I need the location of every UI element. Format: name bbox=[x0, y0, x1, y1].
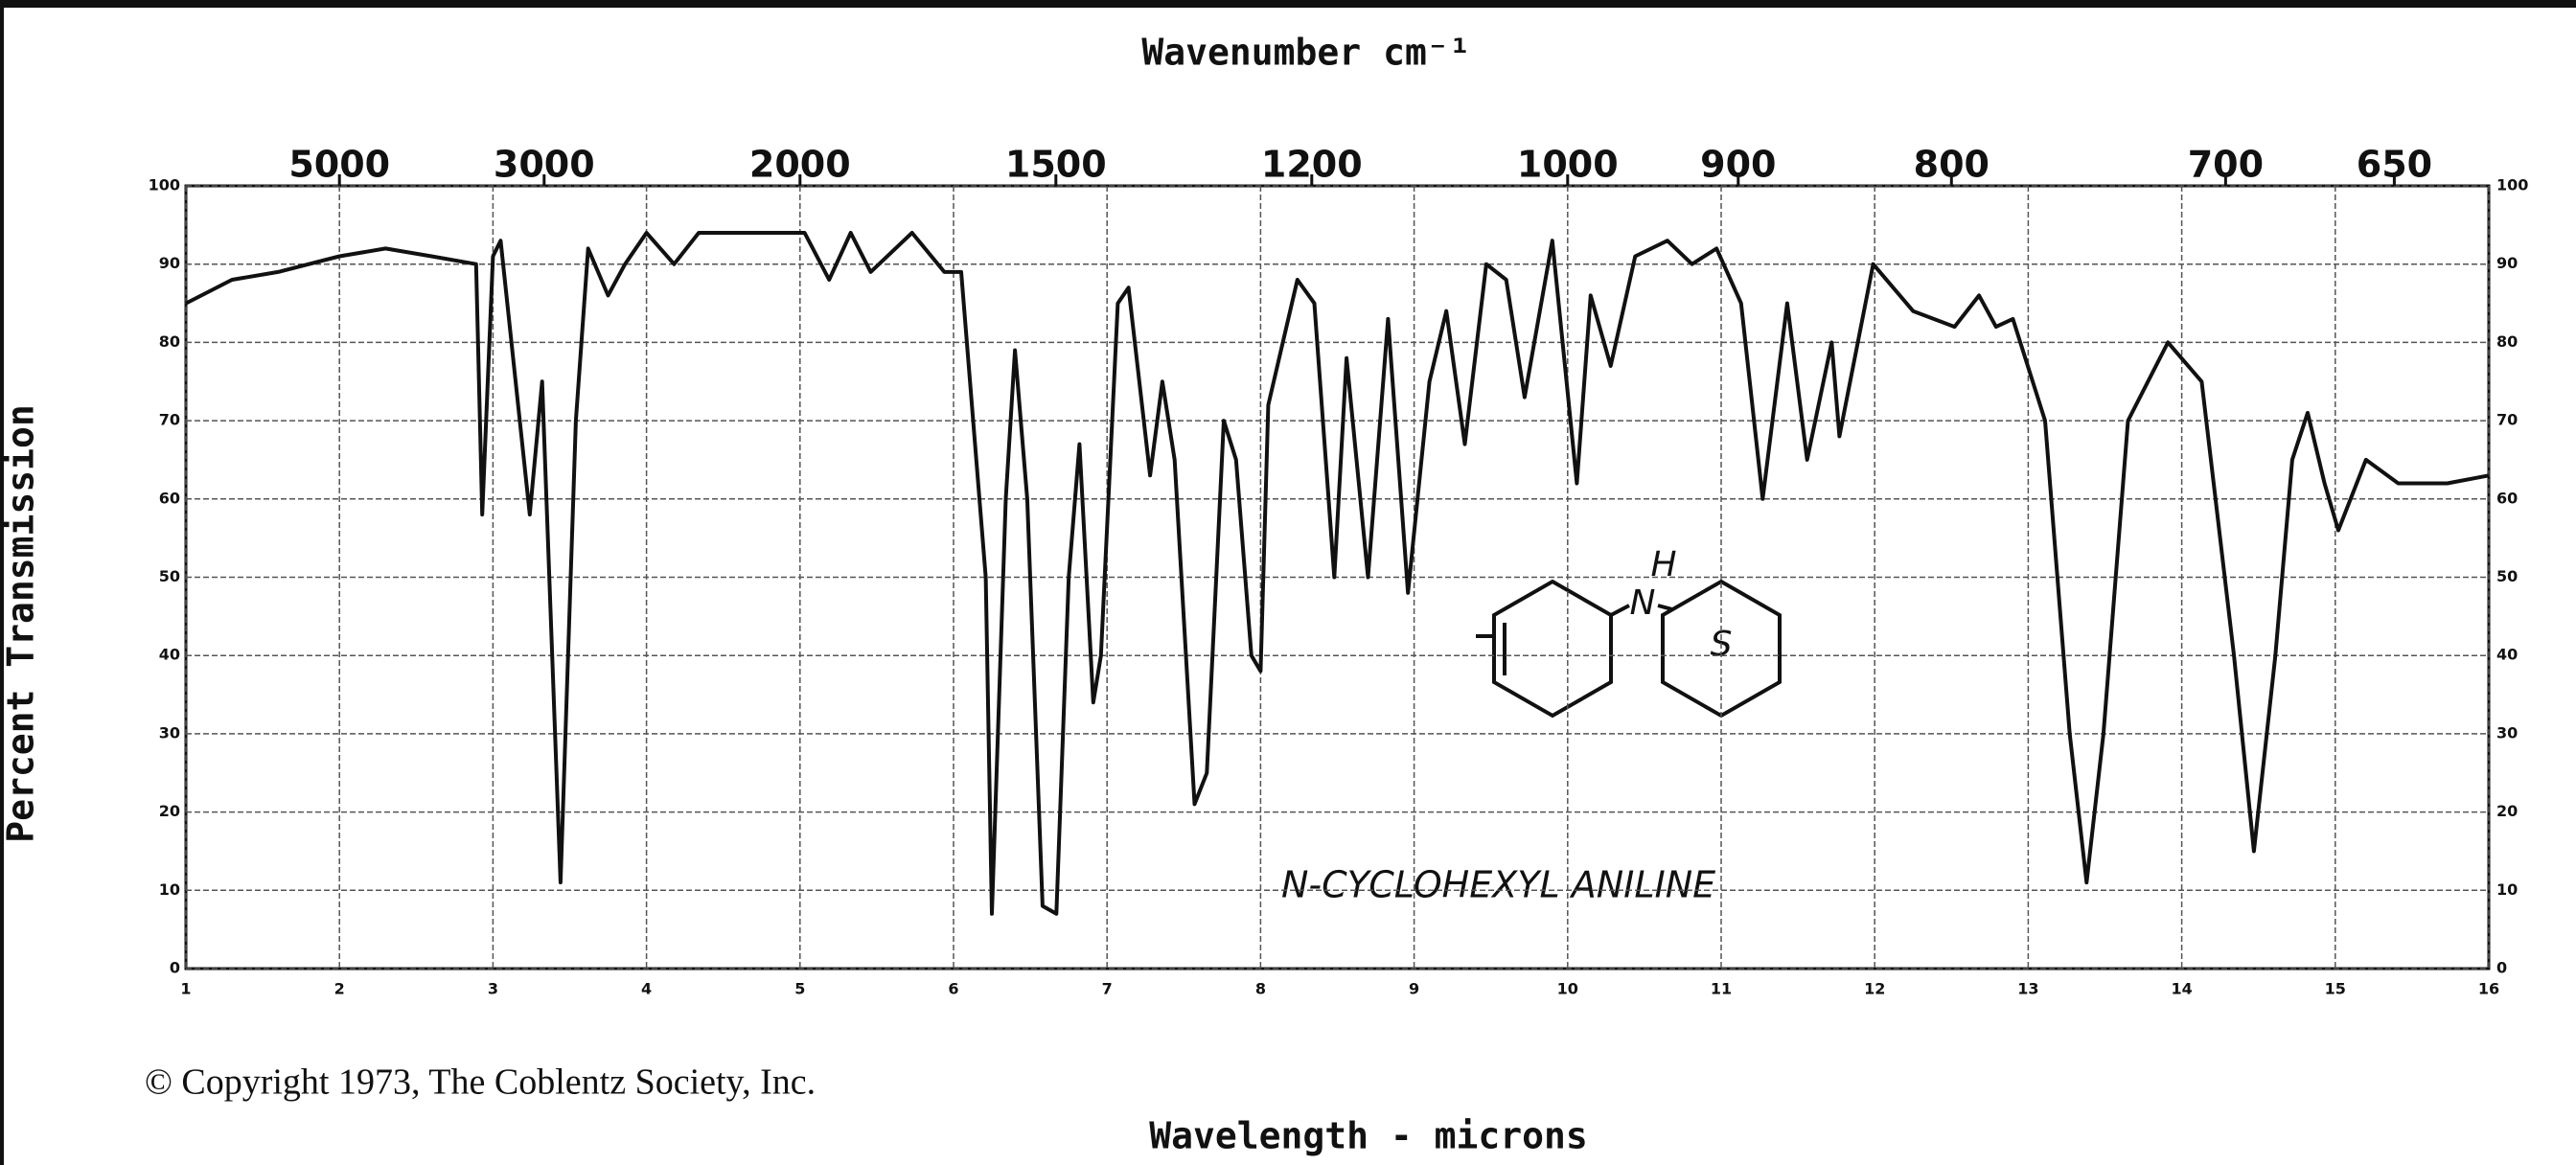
x-tick-label: 11 bbox=[1711, 980, 1732, 998]
y-tick-label: 20 bbox=[2496, 802, 2518, 820]
copyright: © Copyright 1973, The Coblentz Society, … bbox=[145, 1062, 816, 1103]
y-tick-label: 0 bbox=[170, 959, 180, 977]
top-tick-label: 1500 bbox=[1005, 144, 1107, 186]
y-tick-label: 80 bbox=[2496, 332, 2518, 351]
structure-label: N bbox=[1630, 583, 1656, 623]
bond bbox=[1657, 604, 1673, 611]
top-tick-label: 1200 bbox=[1261, 144, 1363, 186]
y-tick-label: 30 bbox=[159, 723, 180, 742]
x-axis-label: Wavelength - microns bbox=[1149, 1115, 1588, 1157]
top-tick-label: 3000 bbox=[494, 144, 595, 186]
y-tick-label: 100 bbox=[2496, 176, 2528, 194]
x-tick-label: 10 bbox=[1557, 980, 1578, 998]
y-tick-label: 40 bbox=[159, 646, 180, 664]
x-tick-label: 13 bbox=[2017, 980, 2038, 998]
x-tick-label: 4 bbox=[641, 980, 652, 998]
benzene-ring bbox=[1492, 579, 1613, 719]
y-tick-label: 100 bbox=[149, 176, 180, 194]
top-tick-label: 700 bbox=[2188, 144, 2264, 186]
y-axis-label: Percent Transmission bbox=[0, 404, 42, 843]
y-tick-label: 70 bbox=[2496, 411, 2518, 429]
x-tick-label: 12 bbox=[1864, 980, 1885, 998]
x-tick-label: 3 bbox=[488, 980, 498, 998]
y-tick-label: 10 bbox=[159, 880, 180, 899]
top-tick-label: 650 bbox=[2357, 144, 2432, 186]
x-tick-label: 6 bbox=[948, 980, 958, 998]
y-tick-label: 90 bbox=[159, 254, 180, 272]
top-bar bbox=[0, 0, 2576, 8]
structure bbox=[1476, 579, 1782, 719]
x-tick-label: 16 bbox=[2478, 980, 2499, 998]
compound-name: N-CYCLOHEXYL ANILINE bbox=[1281, 864, 1715, 906]
y-tick-label: 0 bbox=[2496, 959, 2507, 977]
x-tick-label: 1 bbox=[180, 980, 191, 998]
structure-label: H bbox=[1650, 545, 1676, 584]
top-tick-label: 900 bbox=[1700, 144, 1776, 186]
y-tick-label: 50 bbox=[159, 567, 180, 585]
spectrum-line bbox=[185, 231, 2490, 916]
x-tick-label: 8 bbox=[1255, 980, 1266, 998]
x-tick-label: 15 bbox=[2325, 980, 2346, 998]
y-tick-label: 20 bbox=[159, 802, 180, 820]
y-tick-label: 60 bbox=[2496, 489, 2518, 507]
y-tick-label: 80 bbox=[159, 332, 180, 351]
y-tick-label: 30 bbox=[2496, 723, 2518, 742]
x-tick-label: 7 bbox=[1102, 980, 1113, 998]
top-tick-label: 800 bbox=[1914, 144, 1990, 186]
top-tick-label: 5000 bbox=[288, 144, 390, 186]
x-tick-label: 14 bbox=[2171, 980, 2192, 998]
x-tick-label: 9 bbox=[1409, 980, 1419, 998]
y-tick-label: 70 bbox=[159, 411, 180, 429]
top-tick-label: 1000 bbox=[1517, 144, 1619, 186]
y-tick-label: 50 bbox=[2496, 567, 2518, 585]
chart-title: Wavenumber cm⁻¹ bbox=[1141, 32, 1470, 74]
y-tick-label: 40 bbox=[2496, 646, 2518, 664]
top-tick-label: 2000 bbox=[749, 144, 851, 186]
x-tick-label: 5 bbox=[794, 980, 805, 998]
y-tick-label: 60 bbox=[159, 489, 180, 507]
y-tick-label: 90 bbox=[2496, 254, 2518, 272]
x-tick-label: 2 bbox=[334, 980, 345, 998]
y-tick-label: 10 bbox=[2496, 880, 2518, 899]
left-edge bbox=[0, 0, 4, 1165]
bond bbox=[1610, 604, 1630, 617]
